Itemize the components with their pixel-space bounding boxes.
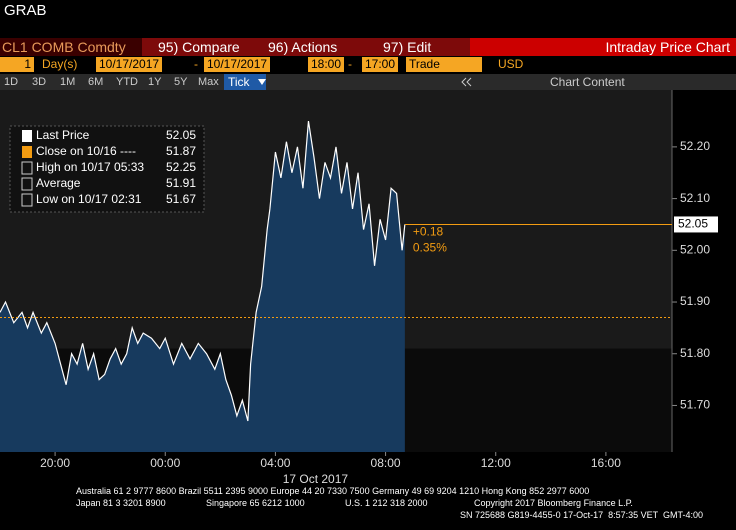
legend-swatch [21, 161, 33, 175]
chart-content[interactable]: Chart Content [550, 75, 625, 89]
period-tab[interactable]: 1Y [148, 76, 162, 88]
period-unit[interactable]: Day(s) [42, 57, 78, 71]
legend-swatch [21, 177, 33, 191]
actions-button[interactable]: 96) Actions [268, 39, 338, 55]
y-tick-label: 52.00 [680, 242, 710, 256]
period-tab[interactable]: Max [198, 76, 219, 88]
x-tick-label: 16:00 [591, 456, 621, 470]
legend-value: 51.87 [166, 144, 196, 158]
footer-text: Japan 81 3 3201 8900 [76, 498, 166, 508]
x-tick-label: 04:00 [260, 456, 290, 470]
window-title: GRAB [4, 2, 47, 19]
y-tick-label: 51.70 [680, 398, 710, 412]
x-axis-date: 17 Oct 2017 [283, 472, 349, 486]
legend-swatch [22, 130, 32, 142]
legend-value: 51.91 [166, 176, 196, 190]
period-number[interactable]: 1 [0, 57, 34, 72]
legend-swatch [21, 193, 33, 207]
price-line [0, 120, 406, 422]
tick-tab[interactable]: Tick [224, 74, 266, 90]
footer-line: Australia 61 2 9777 8600 Brazil 5511 239… [76, 486, 590, 496]
y-tick-label: 52.10 [680, 191, 710, 205]
time-separator: - [348, 57, 352, 71]
x-tick-label: 08:00 [371, 456, 401, 470]
footer-text: Copyright 2017 Bloomberg Finance L.P. [474, 498, 633, 508]
change-annotation: 0.35% [413, 241, 447, 255]
edit-button[interactable]: 97) Edit [383, 39, 432, 55]
legend-label: Last Price [36, 128, 90, 142]
legend-label: High on 10/17 05:33 [36, 160, 144, 174]
legend-value: 51.67 [166, 192, 196, 206]
collapse-icon[interactable] [460, 77, 472, 87]
end-date[interactable]: 10/17/2017 [204, 57, 271, 72]
dropdown-arrow [258, 79, 266, 85]
legend-swatch [22, 146, 32, 158]
x-tick-label: 20:00 [40, 456, 70, 470]
period-tab[interactable]: 6M [88, 76, 104, 88]
period-tab[interactable]: YTD [116, 76, 138, 88]
currency[interactable]: USD [498, 57, 524, 71]
y-tick-label: 52.20 [680, 139, 710, 153]
price-area [0, 121, 405, 453]
change-annotation: +0.18 [413, 225, 444, 239]
legend-value: 52.25 [166, 160, 196, 174]
start-time[interactable]: 18:00 [308, 57, 345, 72]
legend-value: 52.05 [166, 128, 196, 142]
period-tab[interactable]: 1D [4, 76, 19, 88]
y-tick-label: 51.90 [680, 294, 710, 308]
ticker-field[interactable]: CL1 COMB Comdty [0, 38, 142, 56]
compare-button[interactable]: 95) Compare [158, 39, 240, 55]
panel-title: Intraday Price Chart [470, 38, 736, 56]
footer-text: Singapore 65 6212 1000 [206, 498, 305, 508]
period-tab[interactable]: 1M [60, 76, 76, 88]
tab-bar [0, 74, 736, 90]
end-time[interactable]: 17:00 [362, 57, 399, 72]
footer-text: U.S. 1 212 318 2000 [345, 498, 428, 508]
last-price-tag [674, 216, 718, 233]
period-tab[interactable]: 3D [32, 76, 47, 88]
legend-label: Average [36, 176, 81, 190]
x-tick-label: 00:00 [150, 456, 180, 470]
last-price-label: 52.05 [678, 217, 708, 231]
legend-label: Low on 10/17 02:31 [36, 192, 142, 206]
field-select[interactable]: Trade [406, 57, 482, 72]
x-tick-label: 12:00 [481, 456, 511, 470]
chart: 51.70 51.80 51.90 52.00 52.10 52.20 20:00 00:00… [0, 90, 718, 486]
period-tab[interactable]: 5Y [174, 76, 188, 88]
start-date[interactable]: 10/17/2017 [96, 57, 163, 72]
legend-box [9, 125, 205, 213]
date-separator: - [194, 57, 198, 71]
footer-line: SN 725688 G819-4455-0 17-Oct-17 8:57:35 … [460, 510, 703, 520]
y-tick-label: 51.80 [680, 346, 710, 360]
legend-label: Close on 10/16 ---- [36, 144, 136, 158]
